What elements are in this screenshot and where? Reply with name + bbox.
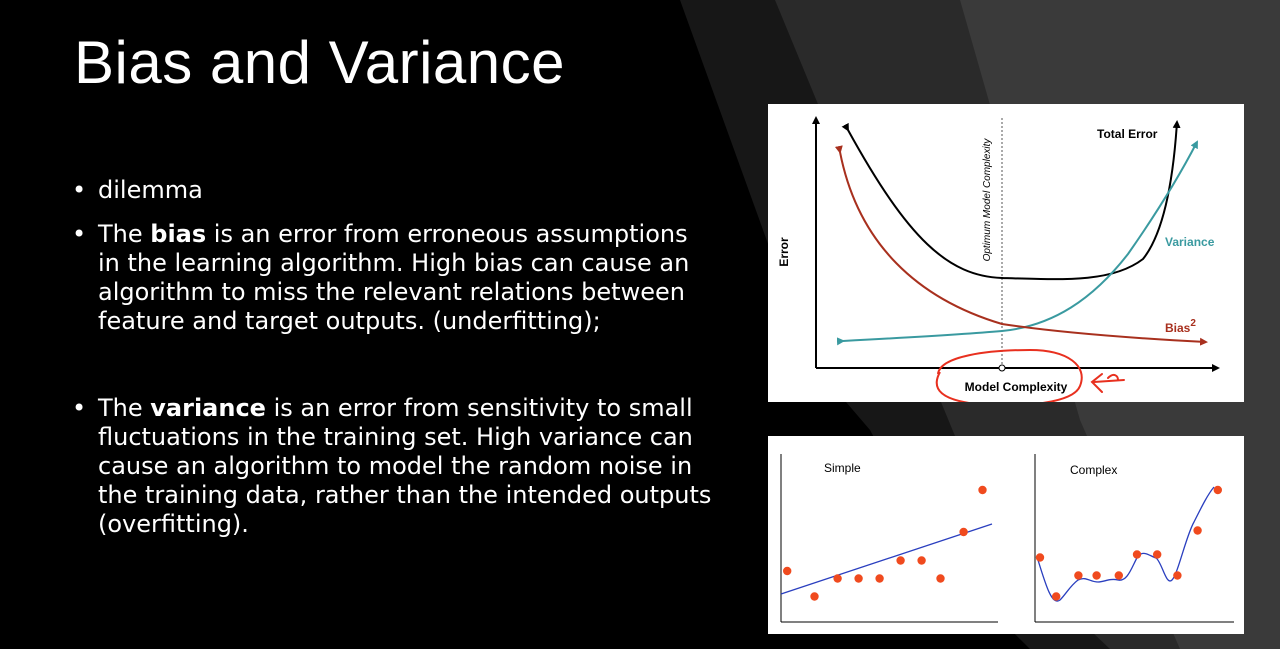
fits-chart: Simple Complex — [780, 454, 1234, 623]
variance-label: Variance — [1165, 235, 1215, 249]
highlight-circle — [935, 348, 1083, 407]
simple-data-point — [783, 566, 792, 576]
complex-label: Complex — [1070, 463, 1117, 477]
complex-data-point — [1052, 592, 1061, 601]
complex-fit-curve — [1037, 486, 1215, 602]
complex-data-point — [1193, 526, 1202, 535]
bias-label: Bias2 — [1165, 318, 1196, 335]
simple-data-point — [854, 574, 863, 583]
complex-data-point — [1132, 550, 1142, 559]
bullet-bias-text: is an error from erroneous assumptions i… — [98, 220, 690, 335]
simple-data-point — [959, 527, 968, 537]
simple-data-point — [833, 574, 842, 583]
bullet-variance-pre: The — [98, 394, 151, 422]
simple-label: Simple — [824, 461, 861, 475]
bullet-bias: The bias is an error from erroneous assu… — [72, 220, 712, 336]
complex-data-point — [1114, 571, 1123, 580]
complex-data-point — [1173, 571, 1182, 580]
simple-fit-line — [780, 523, 993, 595]
simple-points — [783, 485, 987, 601]
bullet-variance-term: variance — [150, 394, 266, 422]
bullet-variance-text: is an error from sensitivity to small fl… — [98, 394, 712, 538]
variance-curve — [836, 140, 1198, 346]
bias-curve — [834, 145, 1208, 346]
bullet-list: dilemma The bias is an error from errone… — [72, 176, 712, 539]
fits-figure: Simple Complex — [768, 436, 1244, 634]
simple-data-point — [978, 485, 987, 495]
error-axis-label: Error — [777, 237, 791, 267]
total-error-label: Total Error — [1097, 127, 1158, 141]
complex-data-point — [1153, 550, 1162, 559]
complex-data-point — [1213, 485, 1222, 495]
bias-label-text: Bias — [1165, 321, 1191, 335]
complex-data-point — [1074, 571, 1083, 580]
bullet-dilemma: dilemma — [72, 176, 712, 205]
simple-data-point — [896, 556, 905, 565]
simple-data-point — [917, 556, 926, 565]
slide-title: Bias and Variance — [74, 29, 566, 96]
simple-data-point — [936, 574, 945, 583]
tradeoff-chart: Error Optimum Model Complexity Total Err… — [777, 116, 1220, 407]
optimum-marker — [998, 364, 1006, 372]
bullet-bias-term: bias — [150, 220, 207, 248]
complex-points — [1035, 485, 1222, 601]
complex-data-point — [1092, 571, 1101, 580]
complex-data-point — [1035, 553, 1045, 562]
bullet-variance: The variance is an error from sensitivit… — [72, 394, 712, 539]
model-complexity-label: Model Complexity — [965, 380, 1068, 394]
highlight-arrow — [1090, 373, 1125, 393]
bias-label-sup: 2 — [1190, 318, 1196, 329]
tradeoff-figure: Error Optimum Model Complexity Total Err… — [768, 104, 1244, 407]
bullet-bias-pre: The — [98, 220, 151, 248]
simple-data-point — [875, 574, 884, 583]
optimum-label: Optimum Model Complexity — [982, 138, 993, 262]
simple-data-point — [810, 592, 819, 601]
